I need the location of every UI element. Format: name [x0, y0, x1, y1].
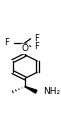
Text: F: F: [5, 38, 9, 47]
Text: F: F: [35, 34, 39, 43]
Text: F: F: [35, 42, 39, 51]
Polygon shape: [25, 87, 37, 93]
Text: NH₂: NH₂: [43, 87, 61, 96]
Text: O: O: [22, 44, 29, 53]
